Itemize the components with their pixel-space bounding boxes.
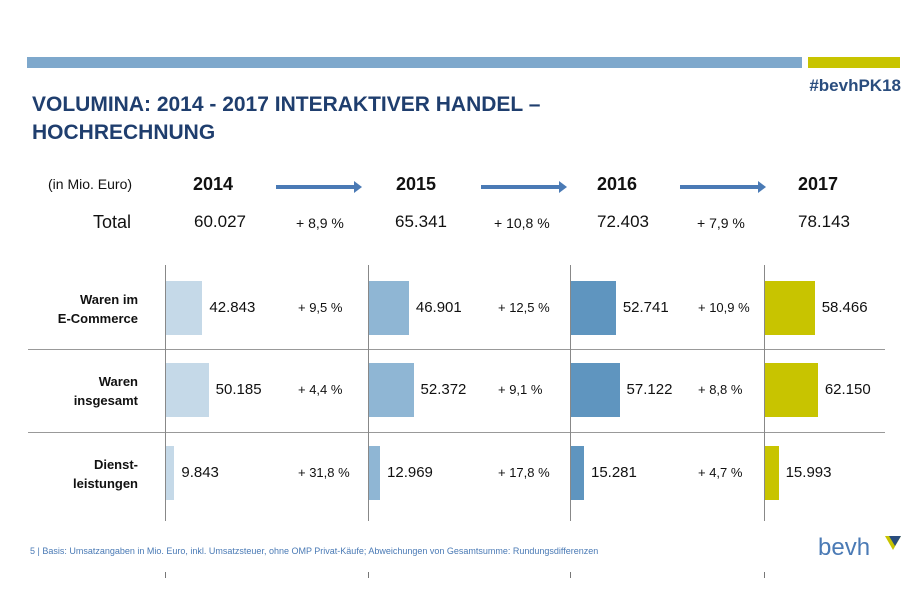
row-label-line: Dienst-: [93, 457, 138, 472]
header-bar-blue: [27, 57, 802, 68]
bar-value-label: 9.843: [181, 464, 219, 481]
arrow-icon: [481, 181, 567, 193]
bevh-logo: bevh: [818, 534, 871, 561]
growth-label: + 31,8 %: [298, 465, 350, 480]
bar-value-label: 52.372: [420, 381, 467, 398]
row-label-waren-ecommerce: Waren im E-Commerce: [28, 290, 138, 328]
bar-value-label: 12.969: [387, 464, 433, 481]
bar-value-label: 46.901: [415, 299, 462, 316]
title-line-1: VOLUMINA: 2014 - 2017 INTERAKTIVER HANDE…: [32, 93, 541, 116]
growth-label: + 4,4 %: [298, 382, 343, 397]
total-growth: + 7,9 %: [697, 215, 745, 231]
header-bar-yellow: [808, 57, 900, 68]
bar: [571, 281, 616, 335]
bar: [571, 363, 620, 417]
bar: [166, 446, 175, 500]
growth-label: + 17,8 %: [498, 465, 550, 480]
bar: [166, 281, 203, 335]
bar: [369, 281, 409, 335]
axis-tick: [165, 572, 166, 578]
row-label-line: Waren im: [79, 292, 138, 307]
total-label: Total: [93, 212, 132, 232]
bar: [765, 446, 779, 500]
bar: [166, 363, 209, 417]
bar: [765, 363, 818, 417]
bar: [765, 281, 815, 335]
growth-label: + 8,8 %: [698, 382, 743, 397]
growth-label: + 9,1 %: [498, 382, 543, 397]
year-label-2017: 2017: [798, 174, 839, 194]
column-axis-2015: [368, 265, 369, 521]
growth-label: + 4,7 %: [698, 465, 743, 480]
unit-label: (in Mio. Euro): [48, 176, 133, 192]
bar: [369, 363, 414, 417]
row-label-waren-insgesamt: Waren insgesamt: [28, 372, 138, 410]
bar-value-label: 52.741: [622, 299, 669, 316]
row-label-line: Waren: [98, 374, 138, 389]
row-divider: [28, 349, 885, 350]
footnote: 5 | Basis: Umsatzangaben in Mio. Euro, i…: [30, 546, 599, 556]
bar-value-label: 50.185: [215, 381, 262, 398]
bar-value-label: 42.843: [209, 299, 256, 316]
row-label-line: insgesamt: [73, 393, 138, 408]
bar-value-label: 57.122: [626, 381, 673, 398]
row-label-line: E-Commerce: [57, 311, 138, 326]
bar: [571, 446, 584, 500]
bar-value-label: 15.993: [785, 464, 832, 481]
total-growth: + 10,8 %: [494, 215, 550, 231]
row-label-dienstleistungen: Dienst- leistungen: [28, 455, 138, 493]
total-value: 72.403: [597, 212, 649, 231]
year-label-2015: 2015: [396, 174, 437, 194]
bar-value-label: 15.281: [590, 464, 637, 481]
column-axis-2014: [165, 265, 166, 521]
bar-value-label: 58.466: [821, 299, 868, 316]
bevh-logo-icon: [885, 536, 901, 550]
page-title: VOLUMINA: 2014 - 2017 INTERAKTIVER HANDE…: [32, 91, 732, 147]
arrow-icon: [680, 181, 766, 193]
total-value: 78.143: [798, 212, 850, 231]
year-label-2014: 2014: [193, 174, 234, 194]
row-label-line: leistungen: [72, 476, 138, 491]
title-line-2: HOCHRECHNUNG: [32, 121, 216, 144]
axis-tick: [764, 572, 765, 578]
axis-tick: [570, 572, 571, 578]
row-divider: [28, 432, 885, 433]
bar: [369, 446, 381, 500]
growth-label: + 9,5 %: [298, 300, 343, 315]
total-value: 60.027: [194, 212, 246, 231]
year-label-2016: 2016: [597, 174, 638, 194]
axis-tick: [368, 572, 369, 578]
total-value: 65.341: [395, 212, 447, 231]
column-axis-2017: [764, 265, 765, 521]
arrow-icon: [276, 181, 362, 193]
growth-label: + 12,5 %: [498, 300, 550, 315]
total-growth: + 8,9 %: [296, 215, 344, 231]
growth-label: + 10,9 %: [698, 300, 750, 315]
column-axis-2016: [570, 265, 571, 521]
hashtag: #bevhPK18: [809, 76, 901, 95]
bar-value-label: 62.150: [824, 381, 871, 398]
